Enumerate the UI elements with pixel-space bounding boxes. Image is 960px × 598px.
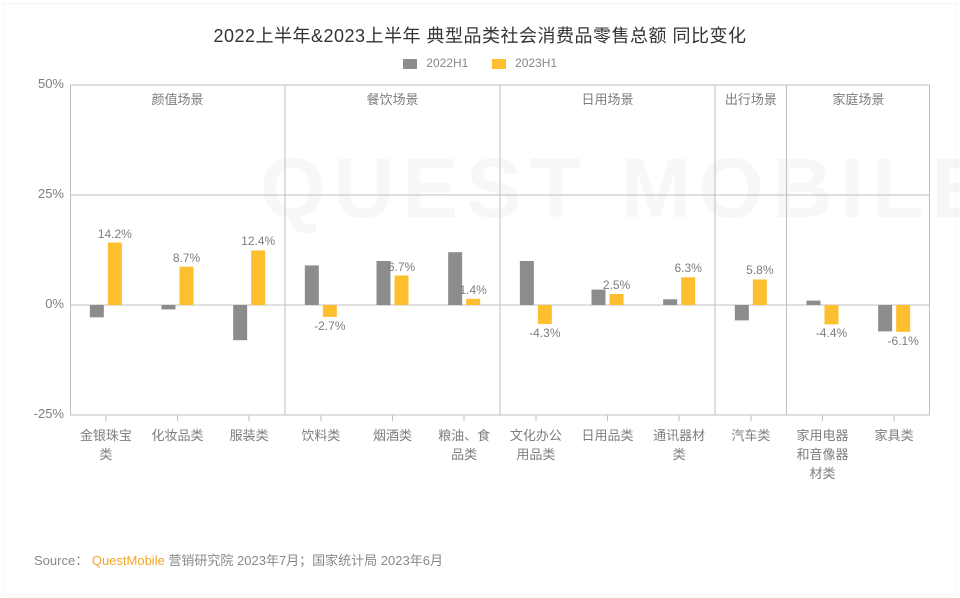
category-label: 饮料类 xyxy=(295,427,347,446)
source-line: Source： QuestMobile 营销研究院 2023年7月；国家统计局 … xyxy=(34,550,443,569)
legend-item-2022h1: 2022H1 xyxy=(403,56,468,70)
source-rest: 营销研究院 2023年7月；国家统计局 2023年6月 xyxy=(168,553,443,568)
value-label: 6.3% xyxy=(668,261,708,275)
category-label: 服装类 xyxy=(223,427,275,446)
category-label: 家具类 xyxy=(868,427,920,446)
value-label: -4.3% xyxy=(525,326,565,340)
source-brand: QuestMobile xyxy=(92,553,169,568)
y-tick-label: 0% xyxy=(24,296,64,311)
value-label: 5.8% xyxy=(740,263,780,277)
group-label: 颜值场景 xyxy=(148,89,208,108)
category-label: 汽车类 xyxy=(725,427,777,446)
category-label: 日用品类 xyxy=(582,427,634,446)
legend-label: 2022H1 xyxy=(426,56,468,70)
category-label: 文化办公用品类 xyxy=(510,427,562,465)
category-label: 家用电器和音像器材类 xyxy=(797,427,849,484)
value-label: 6.7% xyxy=(382,260,422,274)
category-label: 化妆品类 xyxy=(152,427,204,446)
value-label: -4.4% xyxy=(812,326,852,340)
group-label: 家庭场景 xyxy=(828,89,888,108)
group-label: 餐饮场景 xyxy=(363,89,423,108)
value-label: 2.5% xyxy=(597,278,637,292)
legend-item-2023h1: 2023H1 xyxy=(492,56,557,70)
chart-title: 2022上半年&2023上半年 典型品类社会消费品零售总额 同比变化 xyxy=(0,22,960,48)
value-label: 1.4% xyxy=(453,283,493,297)
value-label: 12.4% xyxy=(238,234,278,248)
legend: 2022H1 2023H1 xyxy=(0,56,960,70)
y-tick-label: -25% xyxy=(24,406,64,421)
y-tick-label: 50% xyxy=(24,76,64,91)
source-prefix: Source： xyxy=(34,553,88,568)
value-label: -2.7% xyxy=(310,319,350,333)
value-label: 8.7% xyxy=(167,251,207,265)
legend-swatch-icon xyxy=(492,59,506,69)
value-label: -6.1% xyxy=(883,334,923,348)
group-label: 出行场景 xyxy=(721,89,781,108)
legend-label: 2023H1 xyxy=(515,56,557,70)
legend-swatch-icon xyxy=(403,59,417,69)
category-label: 金银珠宝类 xyxy=(80,427,132,465)
category-label: 烟酒类 xyxy=(367,427,419,446)
category-label: 通讯器材类 xyxy=(653,427,705,465)
category-label: 粮油、食品类 xyxy=(438,427,490,465)
group-label: 日用场景 xyxy=(578,89,638,108)
y-tick-label: 25% xyxy=(24,186,64,201)
value-label: 14.2% xyxy=(95,227,135,241)
